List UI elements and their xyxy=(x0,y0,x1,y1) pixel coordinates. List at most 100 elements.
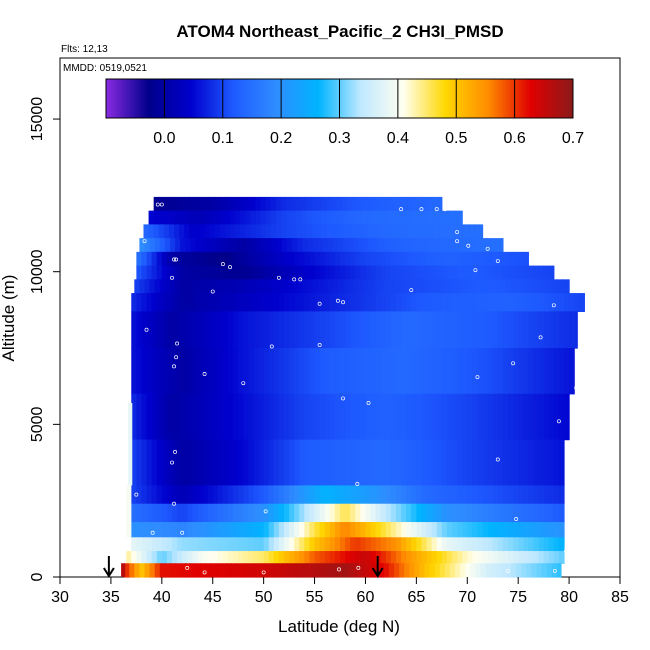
heatmap-cell xyxy=(467,393,473,441)
heatmap-cell xyxy=(306,224,313,239)
sample-point xyxy=(228,265,232,270)
heatmap-cell xyxy=(401,348,407,395)
heatmap-cell xyxy=(202,503,209,523)
heatmap-cell xyxy=(228,265,234,280)
sample-point xyxy=(366,401,371,405)
heatmap-cell xyxy=(421,393,428,441)
heatmap-cell xyxy=(204,224,211,239)
heatmap-cell xyxy=(396,503,402,523)
heatmap-cell xyxy=(375,439,382,487)
heatmap-cell xyxy=(263,265,270,280)
sample-point xyxy=(172,364,176,369)
heatmap-cell xyxy=(163,224,170,239)
heatmap-cell xyxy=(192,393,199,441)
heatmap-cell xyxy=(358,563,365,578)
heatmap-cell xyxy=(452,251,458,267)
sample-point xyxy=(317,301,322,306)
heatmap-cell xyxy=(444,279,451,294)
heatmap-cell xyxy=(149,279,156,294)
heatmap-cell xyxy=(253,503,260,523)
heatmap-cell xyxy=(327,563,334,578)
heatmap-cell xyxy=(416,522,423,538)
heatmap-cell xyxy=(548,348,555,395)
sample-point xyxy=(159,202,164,207)
heatmap-cell xyxy=(362,196,369,212)
heatmap-cell xyxy=(446,439,453,487)
heatmap-cell xyxy=(287,563,293,578)
heatmap-cell xyxy=(383,563,390,578)
heatmap-cell xyxy=(382,210,389,225)
heatmap-cell xyxy=(421,485,428,505)
sample-point xyxy=(495,259,500,263)
heatmap-cell xyxy=(334,311,341,349)
heatmap-cell xyxy=(243,311,249,349)
heatmap-cell xyxy=(452,503,458,523)
heatmap-cell xyxy=(513,439,519,487)
heatmap-cell xyxy=(508,251,514,267)
heatmap-cell xyxy=(177,393,183,441)
heatmap-cell xyxy=(296,224,302,239)
heatmap-cell xyxy=(169,279,176,294)
heatmap-cell xyxy=(350,537,356,552)
heatmap-cell xyxy=(185,279,191,294)
heatmap-cell xyxy=(156,251,163,267)
heatmap-cell xyxy=(416,503,423,523)
heatmap-cell xyxy=(462,485,468,505)
heatmap-cell xyxy=(375,311,382,349)
heatmap-cell xyxy=(164,238,171,253)
heatmap-cell xyxy=(556,279,563,294)
heatmap-cell xyxy=(533,503,540,523)
heatmap-cell xyxy=(233,348,239,395)
heatmap-cell xyxy=(360,485,367,505)
heatmap-cell xyxy=(284,537,290,552)
heatmap-cell xyxy=(177,251,183,267)
heatmap-cell xyxy=(380,311,387,349)
sample-point xyxy=(298,277,303,282)
heatmap-cell xyxy=(154,563,161,578)
heatmap-cell xyxy=(558,348,565,395)
heatmap-cell xyxy=(365,485,372,505)
heatmap-cell xyxy=(222,265,229,280)
heatmap-cell xyxy=(518,503,524,523)
heatmap-cell xyxy=(393,563,400,578)
heatmap-cell xyxy=(166,311,173,349)
heatmap-cell xyxy=(121,563,126,577)
heatmap-cell xyxy=(222,311,229,349)
heatmap-cell xyxy=(406,293,412,312)
heatmap-cell xyxy=(436,522,443,538)
heatmap-cell xyxy=(465,563,471,578)
heatmap-cell xyxy=(159,238,166,253)
heatmap-cell xyxy=(225,563,232,578)
heatmap-cell xyxy=(284,293,290,312)
heatmap-cell xyxy=(523,439,529,487)
heatmap-cell xyxy=(457,265,463,280)
heatmap-cell xyxy=(360,551,367,564)
heatmap-cell xyxy=(513,503,519,523)
heatmap-cell xyxy=(159,279,166,294)
heatmap-cell xyxy=(151,522,158,538)
heatmap-cell xyxy=(332,279,339,294)
heatmap-cell xyxy=(355,485,361,505)
heatmap-cell xyxy=(518,251,524,267)
heatmap-cell xyxy=(309,265,316,280)
heatmap-cell xyxy=(345,537,351,552)
heatmap-cell xyxy=(197,551,204,564)
heatmap-cell xyxy=(531,563,538,578)
heatmap-cell xyxy=(263,537,270,552)
heatmap-cell xyxy=(200,563,207,578)
sample-point xyxy=(174,355,179,360)
heatmap-cell xyxy=(192,537,199,552)
heatmap-cell xyxy=(543,311,550,349)
heatmap-cell xyxy=(273,393,280,441)
heatmap-cell xyxy=(431,393,438,441)
heatmap-cell xyxy=(516,279,522,294)
heatmap-cell xyxy=(564,293,570,312)
heatmap-cell xyxy=(523,265,529,280)
heatmap-cell xyxy=(443,224,450,239)
heatmap-cell xyxy=(401,293,407,312)
heatmap-cell xyxy=(174,196,180,212)
heatmap-cell xyxy=(377,210,384,225)
heatmap-cell xyxy=(228,439,234,487)
heatmap-cell xyxy=(457,485,463,505)
heatmap-cell xyxy=(233,537,239,552)
